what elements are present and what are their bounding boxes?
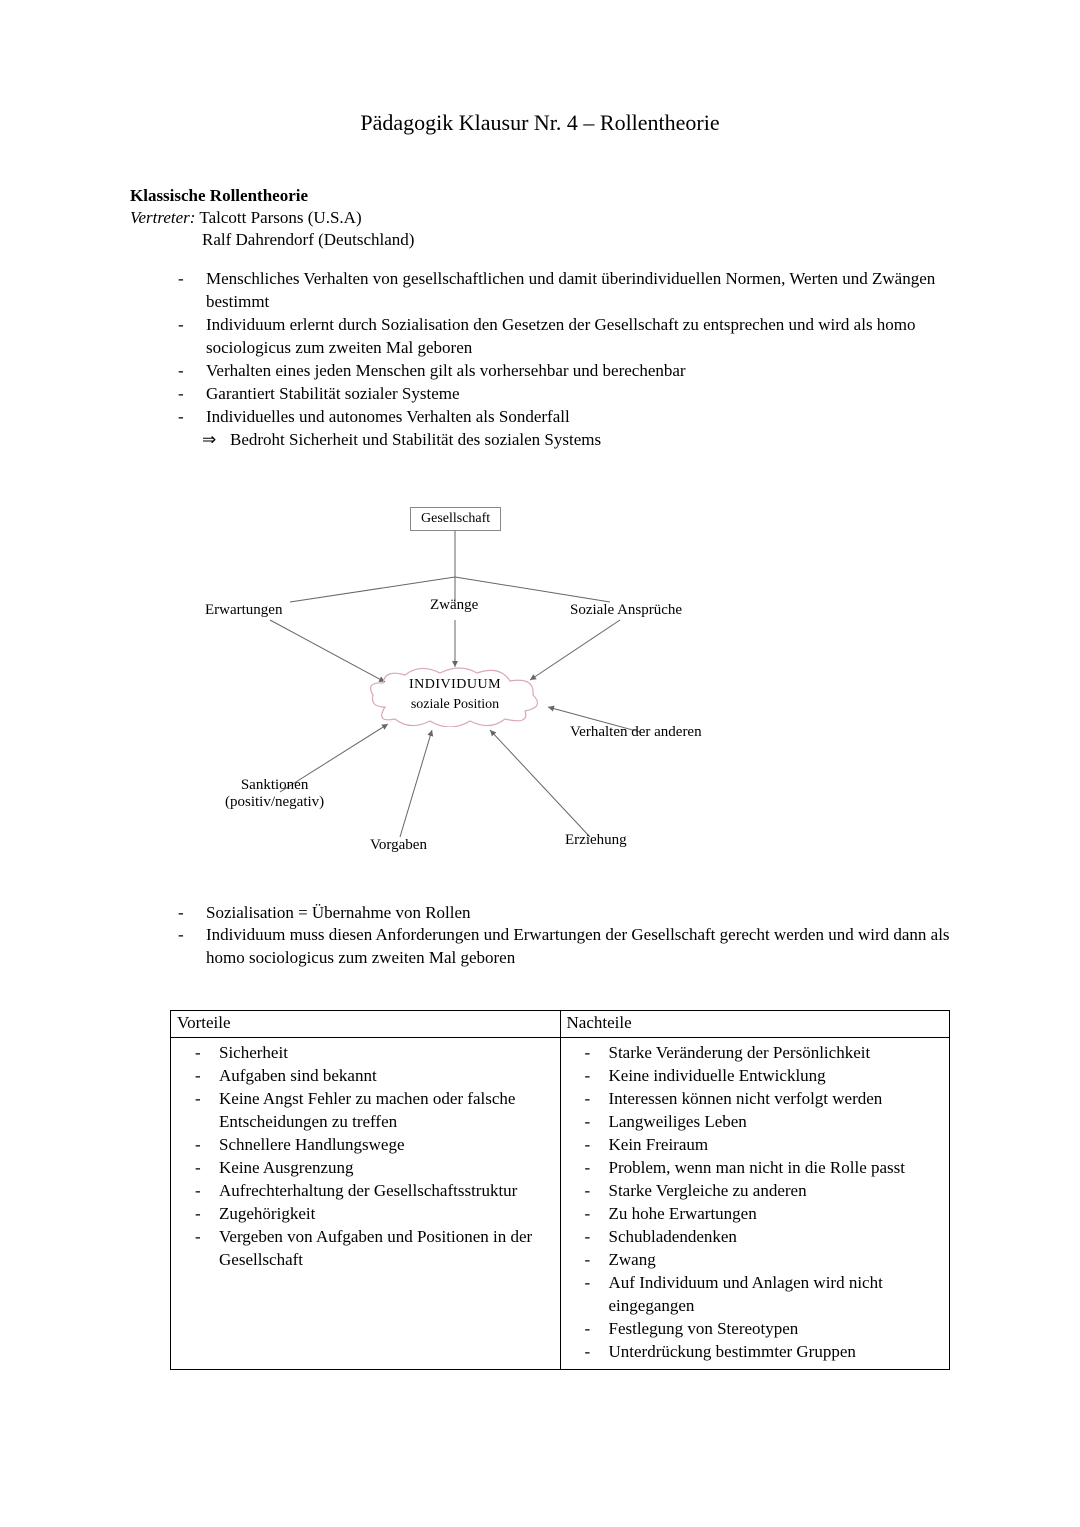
diagram-label-vorgaben: Vorgaben — [370, 837, 427, 854]
list-item: Menschliches Verhalten von gesellschaftl… — [178, 268, 950, 314]
list-item: Individuelles und autonomes Verhalten al… — [178, 406, 950, 429]
diagram-label-zwaenge: Zwänge — [430, 597, 478, 614]
pros-cons-table: Vorteile Nachteile SicherheitAufgaben si… — [170, 1010, 950, 1370]
list-item: Zwang — [585, 1249, 944, 1272]
concept-diagram: Gesellschaft Zwänge Erwartungen Soziale … — [170, 502, 770, 872]
page-title: Pädagogik Klausur Nr. 4 – Rollentheorie — [130, 110, 950, 136]
list-item: Starke Veränderung der Persönlichkeit — [585, 1042, 944, 1065]
list-item: Auf Individuum und Anlagen wird nicht ei… — [585, 1272, 944, 1318]
list-item: Starke Vergleiche zu anderen — [585, 1180, 944, 1203]
list-item: Langweiliges Leben — [585, 1111, 944, 1134]
diagram-label-erwartungen: Erwartungen — [205, 602, 282, 619]
vorteile-list: SicherheitAufgaben sind bekanntKeine Ang… — [195, 1042, 554, 1271]
table-cell-vorteile: SicherheitAufgaben sind bekanntKeine Ang… — [171, 1038, 561, 1370]
diagram-label-sanktionen: Sanktionen (positiv/negativ) — [225, 777, 324, 811]
diagram-center-node: INDIVIDUUM soziale Position — [380, 677, 530, 713]
list-item: Problem, wenn man nicht in die Rolle pas… — [585, 1157, 944, 1180]
list-item: Keine Ausgrenzung — [195, 1157, 554, 1180]
list-item: Individuum erlernt durch Sozialisation d… — [178, 314, 950, 360]
table-head-nachteile: Nachteile — [560, 1011, 950, 1038]
vertreter-1: Talcott Parsons (U.S.A) — [199, 208, 361, 227]
nachteile-list: Starke Veränderung der PersönlichkeitKei… — [585, 1042, 944, 1363]
list-item: Keine individuelle Entwicklung — [585, 1065, 944, 1088]
sub-arrow-item: Bedroht Sicherheit und Stabilität des so… — [202, 429, 950, 452]
list-item: Interessen können nicht verfolgt werden — [585, 1088, 944, 1111]
list-item: Zu hohe Erwartungen — [585, 1203, 944, 1226]
list-item: Vergeben von Aufgaben und Positionen in … — [195, 1226, 554, 1272]
document-page: Pädagogik Klausur Nr. 4 – Rollentheorie … — [0, 0, 1080, 1470]
vertreter-2: Ralf Dahrendorf (Deutschland) — [202, 230, 950, 250]
section-heading: Klassische Rollentheorie — [130, 186, 950, 206]
diagram-label-verhalten: Verhalten der anderen — [570, 724, 702, 741]
table-head-vorteile: Vorteile — [171, 1011, 561, 1038]
list-item: Individuum muss diesen Anforderungen und… — [178, 924, 950, 970]
bullet-list-1: Menschliches Verhalten von gesellschaftl… — [178, 268, 950, 429]
diagram-label-erziehung: Erziehung — [565, 832, 627, 849]
list-item: Keine Angst Fehler zu machen oder falsch… — [195, 1088, 554, 1134]
list-item: Sicherheit — [195, 1042, 554, 1065]
vertreter-line: Vertreter: Talcott Parsons (U.S.A) — [130, 208, 950, 228]
list-item: Zugehörigkeit — [195, 1203, 554, 1226]
diagram-label-sozansprueche: Soziale Ansprüche — [570, 602, 682, 619]
list-item: Aufrechterhaltung der Gesellschaftsstruk… — [195, 1180, 554, 1203]
vertreter-label: Vertreter: — [130, 208, 195, 227]
bullet-list-2: Sozialisation = Übernahme von Rollen Ind… — [178, 902, 950, 971]
list-item: Aufgaben sind bekannt — [195, 1065, 554, 1088]
list-item: Unterdrückung bestimmter Gruppen — [585, 1341, 944, 1364]
diagram-node-gesellschaft: Gesellschaft — [410, 507, 501, 531]
table-cell-nachteile: Starke Veränderung der PersönlichkeitKei… — [560, 1038, 950, 1370]
list-item: Festlegung von Stereotypen — [585, 1318, 944, 1341]
diagram-center-main: INDIVIDUUM — [380, 677, 530, 693]
list-item: Verhalten eines jeden Menschen gilt als … — [178, 360, 950, 383]
diagram-center-sub: soziale Position — [380, 697, 530, 713]
list-item: Garantiert Stabilität sozialer Systeme — [178, 383, 950, 406]
list-item: Kein Freiraum — [585, 1134, 944, 1157]
list-item: Schnellere Handlungswege — [195, 1134, 554, 1157]
list-item: Sozialisation = Übernahme von Rollen — [178, 902, 950, 925]
list-item: Schubladendenken — [585, 1226, 944, 1249]
